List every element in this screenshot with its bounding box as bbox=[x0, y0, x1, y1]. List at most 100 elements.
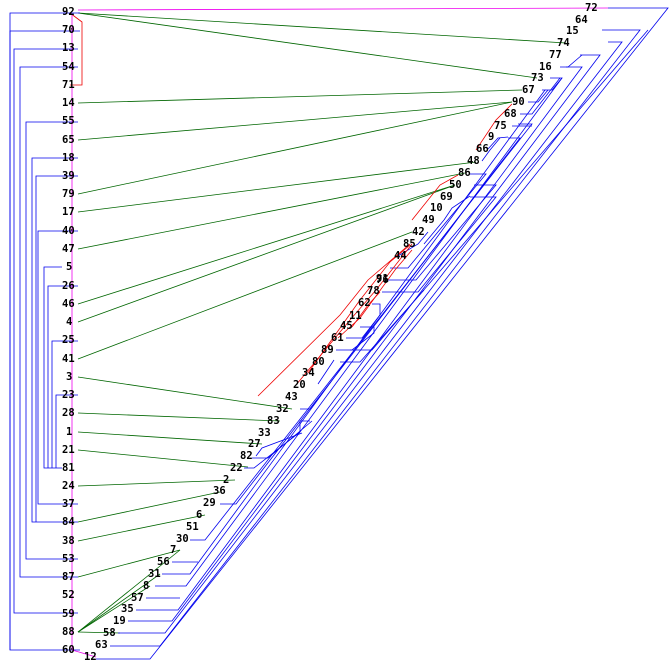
node-label-91: 91 bbox=[376, 273, 389, 285]
edge-blue bbox=[423, 219, 445, 245]
node-label-29: 29 bbox=[203, 497, 216, 509]
node-label-32: 32 bbox=[276, 403, 289, 415]
edge-blue bbox=[13, 48, 78, 614]
node-label-52: 52 bbox=[62, 589, 75, 601]
node-label-64: 64 bbox=[575, 14, 588, 26]
edge-blue bbox=[560, 54, 583, 68]
edge-red bbox=[69, 12, 83, 86]
node-label-81: 81 bbox=[62, 462, 75, 474]
edge-blue bbox=[43, 266, 62, 469]
node-label-31: 31 bbox=[148, 568, 161, 580]
edge-green bbox=[77, 184, 456, 305]
node-label-78: 78 bbox=[367, 285, 380, 297]
edge-green bbox=[77, 549, 181, 633]
node-label-7: 7 bbox=[170, 544, 176, 556]
edge-green bbox=[77, 479, 236, 487]
node-label-77: 77 bbox=[549, 49, 562, 61]
node-label-9: 9 bbox=[488, 131, 494, 143]
node-label-26: 26 bbox=[62, 280, 75, 292]
node-label-1: 1 bbox=[66, 426, 72, 438]
node-label-82: 82 bbox=[240, 450, 253, 462]
edge-blue bbox=[397, 231, 429, 257]
node-label-84: 84 bbox=[62, 516, 75, 528]
edge-green bbox=[77, 231, 413, 360]
edge-blue bbox=[244, 420, 310, 469]
node-label-87: 87 bbox=[62, 571, 75, 583]
node-label-80: 80 bbox=[312, 356, 325, 368]
node-label-28: 28 bbox=[62, 407, 75, 419]
node-label-19: 19 bbox=[113, 615, 126, 627]
node-label-60: 60 bbox=[62, 644, 75, 656]
edge-blue bbox=[118, 41, 623, 634]
edge-green bbox=[77, 101, 513, 195]
node-label-90: 90 bbox=[512, 96, 525, 108]
edge-green bbox=[77, 449, 249, 468]
edge-blue bbox=[190, 123, 533, 541]
node-label-83: 83 bbox=[267, 415, 280, 427]
node-label-10: 10 bbox=[430, 202, 443, 214]
node-label-24: 24 bbox=[62, 480, 75, 492]
edge-green bbox=[77, 431, 263, 445]
node-label-51: 51 bbox=[186, 521, 199, 533]
node-label-56: 56 bbox=[157, 556, 170, 568]
node-label-92: 92 bbox=[62, 6, 75, 18]
edge-green bbox=[77, 549, 181, 578]
node-label-20: 20 bbox=[293, 379, 306, 391]
node-label-2: 2 bbox=[223, 474, 229, 486]
node-label-46: 46 bbox=[62, 298, 75, 310]
node-label-86: 86 bbox=[458, 167, 471, 179]
node-label-88: 88 bbox=[62, 626, 75, 638]
edge-blue bbox=[336, 326, 375, 351]
node-label-4: 4 bbox=[66, 316, 72, 328]
node-label-12: 12 bbox=[84, 651, 97, 663]
edge-green bbox=[77, 172, 466, 250]
node-label-57: 57 bbox=[131, 592, 144, 604]
node-label-16: 16 bbox=[539, 61, 552, 73]
edge-blue bbox=[96, 7, 669, 660]
edge-blue bbox=[390, 173, 487, 269]
node-label-85: 85 bbox=[403, 238, 416, 250]
node-label-38: 38 bbox=[62, 535, 75, 547]
node-label-45: 45 bbox=[340, 320, 353, 332]
node-label-67: 67 bbox=[522, 84, 535, 96]
edge-green bbox=[77, 412, 281, 422]
edge-magenta bbox=[71, 649, 97, 658]
edge-blue bbox=[155, 77, 563, 587]
edge-blue bbox=[31, 157, 78, 523]
edge-blue bbox=[110, 29, 641, 647]
node-label-13: 13 bbox=[62, 42, 75, 54]
node-label-39: 39 bbox=[62, 170, 75, 182]
node-label-75: 75 bbox=[494, 120, 507, 132]
edge-blue bbox=[443, 195, 471, 221]
node-label-21: 21 bbox=[62, 444, 75, 456]
node-label-53: 53 bbox=[62, 553, 75, 565]
node-label-72: 72 bbox=[585, 2, 598, 14]
node-label-41: 41 bbox=[62, 353, 75, 365]
edge-green bbox=[77, 89, 523, 104]
edge-green bbox=[77, 573, 161, 633]
edge-blue bbox=[128, 54, 601, 622]
node-label-76: 76 bbox=[376, 274, 389, 286]
node-label-66: 66 bbox=[476, 143, 489, 155]
node-label-79: 79 bbox=[62, 188, 75, 200]
edge-blue bbox=[487, 136, 509, 150]
edge-blue bbox=[55, 394, 78, 468]
node-label-42: 42 bbox=[412, 226, 425, 238]
node-label-14: 14 bbox=[62, 97, 75, 109]
edge-blue bbox=[317, 359, 335, 385]
node-label-59: 59 bbox=[62, 608, 75, 620]
node-label-15: 15 bbox=[566, 25, 579, 37]
node-label-6: 6 bbox=[196, 509, 202, 521]
edge-blue bbox=[528, 89, 549, 103]
edge-red bbox=[307, 244, 411, 374]
edge-blue bbox=[47, 285, 78, 468]
edge-red bbox=[351, 291, 381, 328]
node-label-17: 17 bbox=[62, 206, 75, 218]
edge-blue bbox=[350, 29, 649, 351]
edge-blue bbox=[51, 340, 78, 468]
edge-blue bbox=[255, 432, 303, 457]
edge-green bbox=[77, 161, 477, 213]
node-label-70: 70 bbox=[62, 24, 75, 36]
node-label-62: 62 bbox=[358, 297, 371, 309]
node-label-22: 22 bbox=[230, 462, 243, 474]
